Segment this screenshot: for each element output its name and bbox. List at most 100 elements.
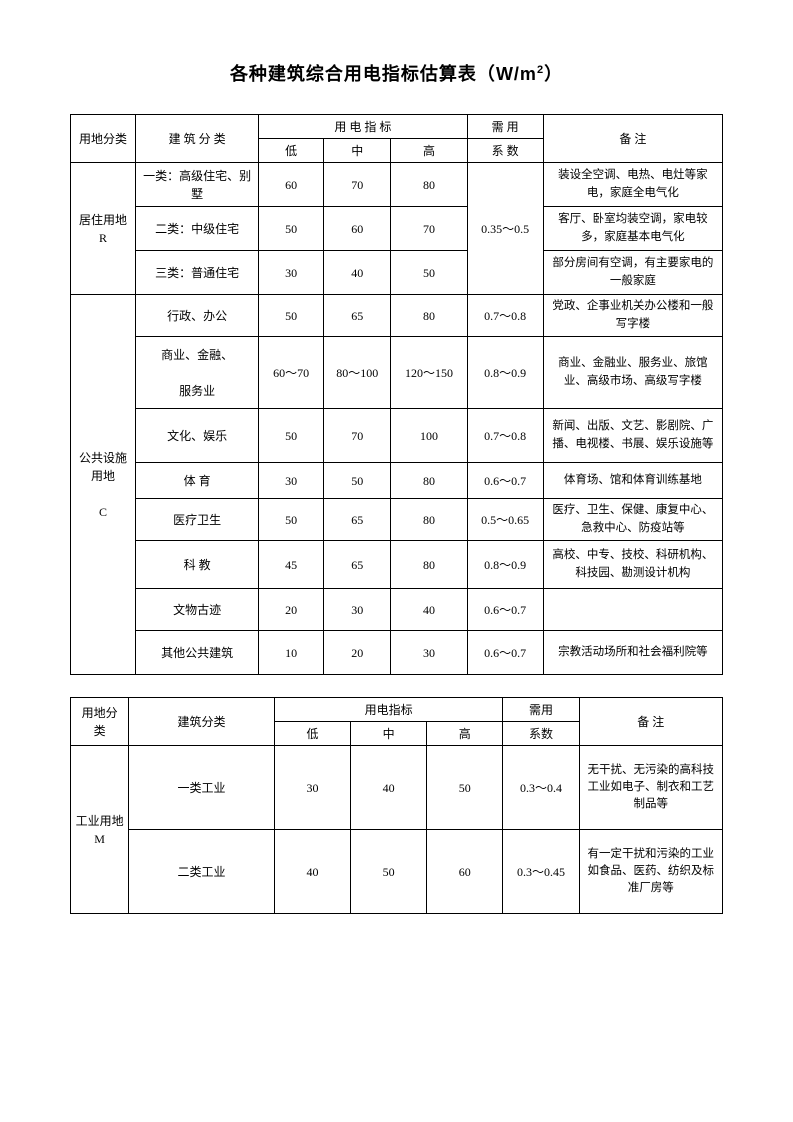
table-row: 工业用地 M 一类工业 30 40 50 0.3～0.4 无干扰、无污染的高科技…: [71, 746, 723, 830]
cell-mid: 65: [324, 541, 391, 589]
cell-low: 50: [259, 295, 324, 337]
page: 各种建筑综合用电指标估算表（W/m2） 用地分类 建 筑 分 类 用 电 指 标…: [0, 0, 793, 976]
cell-note: 宗教活动场所和社会福利院等: [543, 631, 722, 675]
table-row: 商业、金融、 服务业 60～70 80～100 120～150 0.8～0.9 …: [71, 337, 723, 409]
cell-mid: 60: [324, 207, 391, 251]
cell-build-line2: 服务业: [179, 384, 215, 398]
th-high: 高: [427, 722, 503, 746]
cell-note: 高校、中专、技校、科研机构、科技园、勘测设计机构: [543, 541, 722, 589]
cell-high: 70: [391, 207, 467, 251]
th-elec: 用 电 指 标: [259, 115, 467, 139]
table-row: 居住用地R 一类：高级住宅、别墅 60 70 80 0.35～0.5 装设全空调…: [71, 163, 723, 207]
cell-coef: 0.6～0.7: [467, 631, 543, 675]
cell-coef: 0.3～0.4: [503, 746, 579, 830]
cell-coef: 0.8～0.9: [467, 541, 543, 589]
th-coef-top: 需用: [503, 698, 579, 722]
table-row: 公共设施用地 C 行政、办公 50 65 80 0.7～0.8 党政、企事业机关…: [71, 295, 723, 337]
cell-buildtype: 科 教: [135, 541, 258, 589]
cell-low: 45: [259, 541, 324, 589]
cell-buildtype: 文化、娱乐: [135, 409, 258, 463]
table-row: 其他公共建筑 10 20 30 0.6～0.7 宗教活动场所和社会福利院等: [71, 631, 723, 675]
th-note: 备 注: [579, 698, 722, 746]
th-mid: 中: [351, 722, 427, 746]
table-row: 医疗卫生 50 65 80 0.5～0.65 医疗、卫生、保健、康复中心、急救中…: [71, 499, 723, 541]
cell-note: 部分房间有空调，有主要家电的一般家庭: [543, 251, 722, 295]
cell-buildtype: 文物古迹: [135, 589, 258, 631]
cell-low: 20: [259, 589, 324, 631]
cell-mid: 65: [324, 295, 391, 337]
cell-high: 80: [391, 163, 467, 207]
table-row: 文化、娱乐 50 70 100 0.7～0.8 新闻、出版、文艺、影剧院、广播、…: [71, 409, 723, 463]
cell-buildtype: 商业、金融、 服务业: [135, 337, 258, 409]
table-row: 二类工业 40 50 60 0.3～0.45 有一定干扰和污染的工业如食品、医药…: [71, 830, 723, 914]
cell-mid: 30: [324, 589, 391, 631]
th-mid: 中: [324, 139, 391, 163]
page-title: 各种建筑综合用电指标估算表（W/m2）: [70, 60, 723, 86]
cell-note: 客厅、卧室均装空调，家电较多，家庭基本电气化: [543, 207, 722, 251]
table-header-row: 用地分类 建筑分类 用电指标 需用 备 注: [71, 698, 723, 722]
cell-build-line1: 商业、金融、: [161, 348, 233, 362]
cell-buildtype: 体 育: [135, 463, 258, 499]
cell-buildtype: 医疗卫生: [135, 499, 258, 541]
cell-high: 100: [391, 409, 467, 463]
cell-mid: 70: [324, 163, 391, 207]
cell-mid: 50: [324, 463, 391, 499]
cell-coef: 0.6～0.7: [467, 589, 543, 631]
cell-mid: 40: [324, 251, 391, 295]
cell-low: 30: [259, 251, 324, 295]
cell-high: 80: [391, 463, 467, 499]
th-coef-top: 需 用: [467, 115, 543, 139]
title-text: 各种建筑综合用电指标估算表（: [230, 64, 496, 84]
cell-coef: 0.7～0.8: [467, 295, 543, 337]
th-landtype: 用地分类: [71, 115, 136, 163]
th-elec: 用电指标: [274, 698, 503, 722]
th-coef-bot: 系 数: [467, 139, 543, 163]
th-landtype: 用地分类: [71, 698, 129, 746]
cell-note: 装设全空调、电热、电灶等家电，家庭全电气化: [543, 163, 722, 207]
cell-low: 30: [274, 746, 350, 830]
th-low: 低: [259, 139, 324, 163]
cell-mid: 70: [324, 409, 391, 463]
table-row: 二类：中级住宅 50 60 70 客厅、卧室均装空调，家电较多，家庭基本电气化: [71, 207, 723, 251]
cell-high: 30: [391, 631, 467, 675]
cell-landtype: 居住用地R: [71, 163, 136, 295]
cell-landtype: 公共设施用地 C: [71, 295, 136, 675]
cell-mid: 65: [324, 499, 391, 541]
cell-high: 80: [391, 541, 467, 589]
th-low: 低: [274, 722, 350, 746]
table-row: 三类：普通住宅 30 40 50 部分房间有空调，有主要家电的一般家庭: [71, 251, 723, 295]
th-buildtype: 建 筑 分 类: [135, 115, 258, 163]
cell-note: 无干扰、无污染的高科技工业如电子、制衣和工艺制品等: [579, 746, 722, 830]
cell-note: 商业、金融业、服务业、旅馆业、高级市场、高级写字楼: [543, 337, 722, 409]
cell-note: 新闻、出版、文艺、影剧院、广播、电视楼、书展、娱乐设施等: [543, 409, 722, 463]
cell-high: 120～150: [391, 337, 467, 409]
cell-coef: 0.6～0.7: [467, 463, 543, 499]
cell-coef: 0.3～0.45: [503, 830, 579, 914]
title-exp: 2: [537, 64, 544, 76]
cell-low: 60～70: [259, 337, 324, 409]
cell-note: 医疗、卫生、保健、康复中心、急救中心、防疫站等: [543, 499, 722, 541]
cell-buildtype: 一类：高级住宅、别墅: [135, 163, 258, 207]
th-buildtype: 建筑分类: [129, 698, 275, 746]
cell-coef: 0.5～0.65: [467, 499, 543, 541]
cell-landtype: 工业用地 M: [71, 746, 129, 914]
table-row: 文物古迹 20 30 40 0.6～0.7: [71, 589, 723, 631]
title-suffix: ）: [544, 64, 563, 84]
cell-high: 50: [427, 746, 503, 830]
title-unit: W/m: [496, 64, 537, 84]
cell-high: 80: [391, 499, 467, 541]
cell-low: 40: [274, 830, 350, 914]
cell-low: 30: [259, 463, 324, 499]
table-row: 科 教 45 65 80 0.8～0.9 高校、中专、技校、科研机构、科技园、勘…: [71, 541, 723, 589]
cell-buildtype: 二类：中级住宅: [135, 207, 258, 251]
cell-buildtype: 三类：普通住宅: [135, 251, 258, 295]
cell-note: 有一定干扰和污染的工业如食品、医药、纺织及标准厂房等: [579, 830, 722, 914]
estimate-table-2: 用地分类 建筑分类 用电指标 需用 备 注 低 中 高 系数 工业用地 M 一类…: [70, 697, 723, 914]
cell-high: 80: [391, 295, 467, 337]
cell-low: 50: [259, 207, 324, 251]
cell-note: 党政、企事业机关办公楼和一般写字楼: [543, 295, 722, 337]
cell-coef: 0.7～0.8: [467, 409, 543, 463]
cell-buildtype: 一类工业: [129, 746, 275, 830]
cell-land-line1: 公共设施用地: [79, 451, 127, 483]
th-high: 高: [391, 139, 467, 163]
